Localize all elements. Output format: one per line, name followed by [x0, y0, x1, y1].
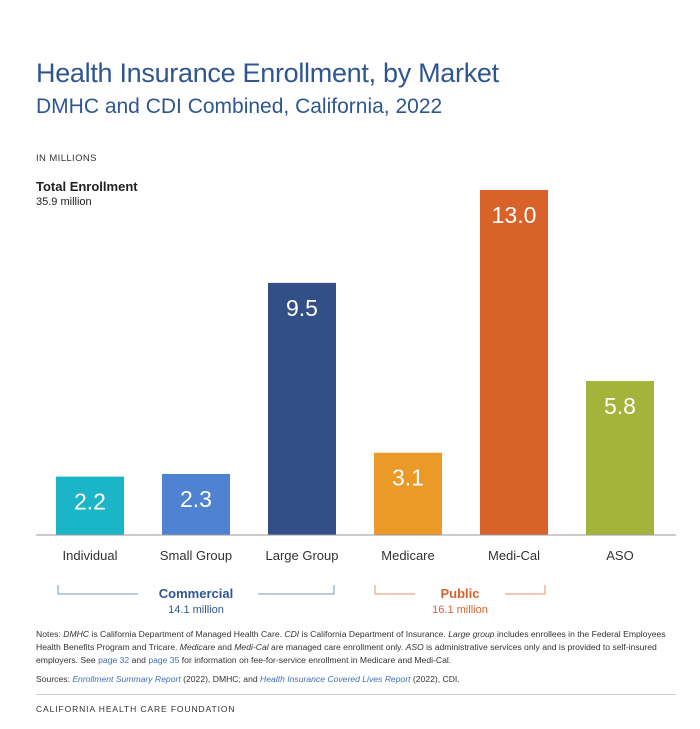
bar-value-label-aso: 5.8 [604, 393, 636, 419]
notes-term-cdi: CDI [284, 629, 300, 639]
notes-text: and [129, 655, 149, 665]
notes-text: is administrative services only and is p… [36, 642, 657, 665]
public-group-label: Public [440, 586, 479, 601]
sources-prefix: Sources: [36, 674, 73, 684]
notes-term-aso: ASO [405, 642, 424, 652]
public-group-value: 16.1 million [432, 604, 488, 616]
enrollment-summary-report-link[interactable]: Enrollment Summary Report [72, 674, 181, 684]
notes-text: is California Department of Managed Heal… [89, 629, 285, 639]
notes-text: for information on fee-for-service enrol… [179, 655, 452, 665]
x-tick-label-individual: Individual [63, 548, 118, 563]
notes-term-medi-cal: Medi-Cal [234, 642, 269, 652]
public-bracket-left [374, 585, 415, 595]
x-tick-label-small-group: Small Group [160, 548, 232, 563]
bar-aso [586, 381, 654, 535]
public-bracket-right [505, 585, 546, 595]
notes-paragraph: Notes: DMHC is California Department of … [36, 628, 676, 667]
notes-text: is California Department of Insurance. [299, 629, 449, 639]
notes-text: and [215, 642, 235, 652]
bar-chart: 2.2 2.3 9.5 3.1 13.0 5.8 Individual Small Grou… [36, 190, 676, 616]
footer-organization: CALIFORNIA HEALTH CARE FOUNDATION [36, 704, 236, 714]
total-enrollment-value: 35.9 million [36, 196, 92, 208]
bar-individual [56, 476, 124, 535]
notes-term-dmhc: DMHC [63, 629, 90, 639]
x-tick-label-medi-cal: Medi-Cal [488, 548, 540, 563]
covered-lives-report-link[interactable]: Health Insurance Covered Lives Report [260, 674, 411, 684]
commercial-bracket-right [258, 585, 335, 595]
bar-large-group [268, 282, 336, 535]
commercial-group-value: 14.1 million [168, 604, 224, 616]
x-tick-label-large-group: Large Group [266, 548, 339, 563]
commercial-group-label: Commercial [159, 586, 233, 601]
notes-prefix: Notes: [36, 629, 64, 639]
sources-text: (2022), DMHC; and [180, 674, 261, 684]
units-label: IN MILLIONS [36, 153, 97, 164]
notes-section: Notes: DMHC is California Department of … [36, 628, 676, 692]
notes-term-medicare: Medicare [179, 642, 216, 652]
total-enrollment-label: Total Enrollment [36, 179, 138, 194]
bar-value-label-small-group: 2.3 [180, 486, 212, 512]
page-32-link[interactable]: page 32 [98, 655, 130, 665]
bar-value-label-medi-cal: 13.0 [492, 202, 537, 228]
footer-divider [36, 694, 676, 695]
commercial-bracket: Commercial 14.1 million [57, 585, 335, 616]
bar-value-label-individual: 2.2 [74, 489, 106, 515]
chart-subtitle: DMHC and CDI Combined, California, 2022 [36, 95, 443, 118]
notes-term-large-group: Large group [448, 629, 495, 639]
notes-text: includes enrollees in the Federal Employ… [36, 629, 666, 652]
public-bracket: Public 16.1 million [374, 585, 546, 616]
bar-medicare [374, 452, 442, 535]
x-tick-label-aso: ASO [606, 548, 633, 563]
sources-text: (2022), CDI. [410, 674, 460, 684]
page-35-link[interactable]: page 35 [148, 655, 180, 665]
bar-value-label-medicare: 3.1 [392, 465, 424, 491]
bar-value-label-large-group: 9.5 [286, 295, 318, 321]
chart-title: Health Insurance Enrollment, by Market [36, 58, 499, 88]
commercial-bracket-left [57, 585, 138, 595]
bar-medi-cal [480, 190, 548, 535]
sources-paragraph: Sources: Enrollment Summary Report (2022… [36, 673, 676, 686]
x-tick-label-medicare: Medicare [381, 548, 434, 563]
bar-small-group [162, 473, 230, 535]
notes-text: are managed care enrollment only. [268, 642, 406, 652]
